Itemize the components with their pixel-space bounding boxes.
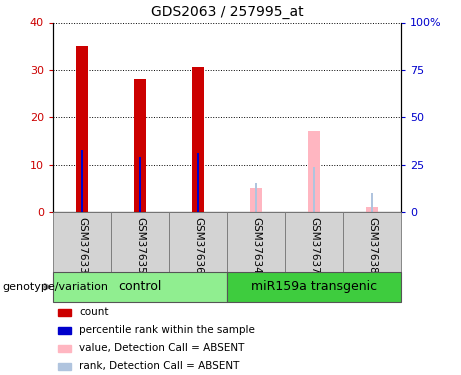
Bar xyxy=(227,272,401,302)
Text: GSM37637: GSM37637 xyxy=(309,217,319,273)
Text: genotype/variation: genotype/variation xyxy=(2,282,108,292)
Bar xyxy=(76,46,89,212)
Bar xyxy=(255,183,257,212)
Text: GSM37633: GSM37633 xyxy=(77,217,87,273)
Bar xyxy=(192,68,204,212)
Bar xyxy=(53,272,227,302)
Text: control: control xyxy=(118,280,162,293)
Bar xyxy=(81,150,83,212)
Text: count: count xyxy=(79,307,109,317)
Bar xyxy=(58,363,71,370)
Text: GSM37636: GSM37636 xyxy=(193,217,203,273)
Text: percentile rank within the sample: percentile rank within the sample xyxy=(79,325,255,335)
Bar xyxy=(53,212,111,272)
Bar xyxy=(313,167,315,212)
Title: GDS2063 / 257995_at: GDS2063 / 257995_at xyxy=(151,5,303,19)
Text: GSM37638: GSM37638 xyxy=(367,217,377,273)
Text: GSM37635: GSM37635 xyxy=(135,217,145,273)
Bar xyxy=(58,309,71,315)
Bar xyxy=(111,212,169,272)
Bar xyxy=(285,212,343,272)
Bar xyxy=(58,345,71,352)
Text: GSM37634: GSM37634 xyxy=(251,217,261,273)
Bar xyxy=(343,212,401,272)
Text: miR159a transgenic: miR159a transgenic xyxy=(251,280,377,293)
Bar xyxy=(197,153,199,212)
Bar xyxy=(307,131,320,212)
Bar xyxy=(58,327,71,334)
Bar xyxy=(227,212,285,272)
Text: rank, Detection Call = ABSENT: rank, Detection Call = ABSENT xyxy=(79,361,240,371)
Bar xyxy=(250,188,262,212)
Bar xyxy=(139,158,142,212)
Bar xyxy=(134,80,147,212)
Text: value, Detection Call = ABSENT: value, Detection Call = ABSENT xyxy=(79,343,244,353)
Bar xyxy=(366,207,378,212)
Bar xyxy=(371,193,373,212)
Bar xyxy=(169,212,227,272)
